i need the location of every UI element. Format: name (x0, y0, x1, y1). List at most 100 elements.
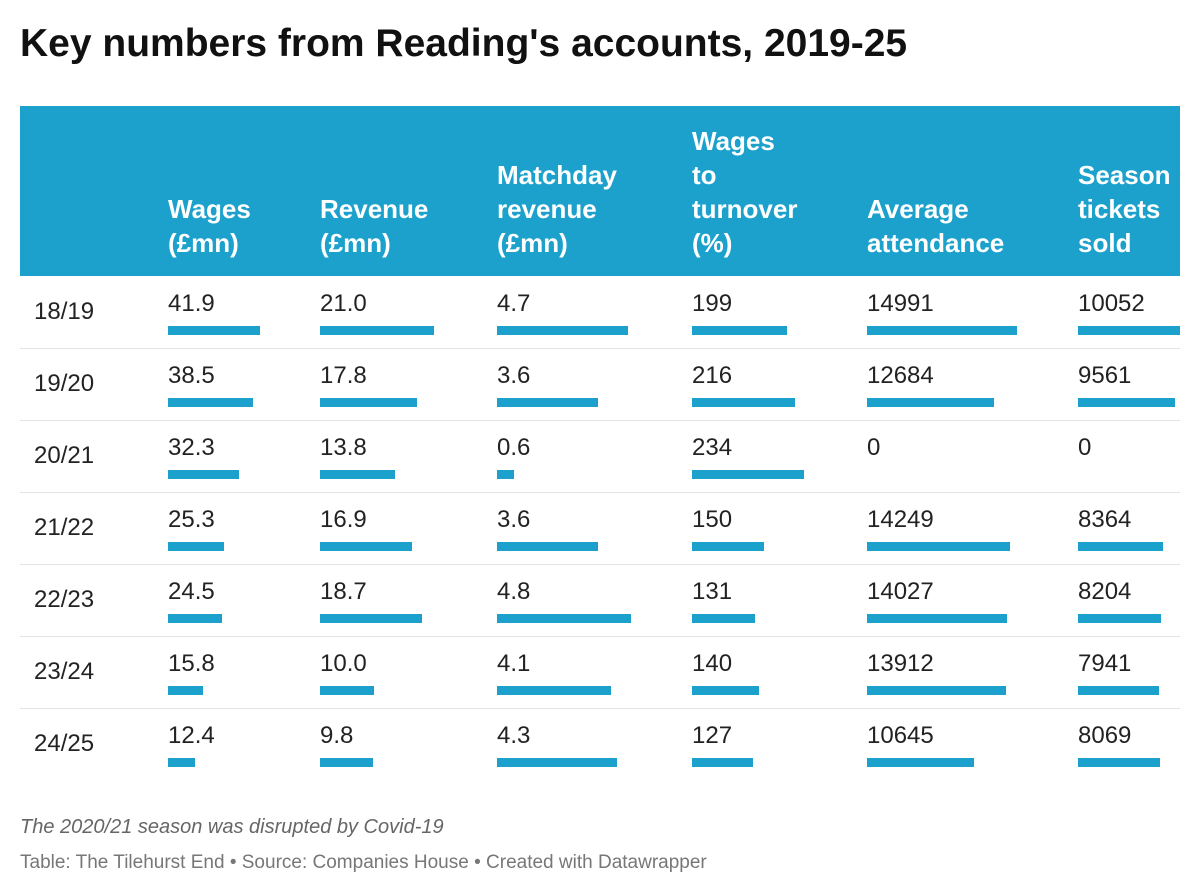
cell-value: 4.7 (497, 290, 531, 317)
cell-value: 127 (692, 722, 733, 749)
cell-value: 216 (692, 362, 733, 389)
cell-value: 3.6 (497, 362, 531, 389)
cell-value: 21.0 (320, 290, 367, 317)
value-bar (168, 758, 195, 767)
column-header-line: (£mn) (497, 228, 568, 258)
value-bar (497, 758, 617, 767)
value-bar (1078, 614, 1161, 623)
cell-value: 16.9 (320, 506, 367, 533)
value-bar (168, 326, 260, 335)
column-header-line: tickets (1078, 194, 1161, 224)
table-row: 24/25 12.4 9.8 4.3 127 10645 8069 (20, 708, 1180, 780)
value-bar (168, 614, 222, 623)
column-header-attendance: Average attendance (867, 192, 1004, 260)
value-bar (497, 686, 611, 695)
table-row: 21/22 25.3 16.9 3.6 150 14249 8364 (20, 492, 1180, 565)
column-header-line: Average (867, 194, 969, 224)
cell-value: 4.3 (497, 722, 531, 749)
cell-value: 17.8 (320, 362, 367, 389)
cell-value: 38.5 (168, 362, 215, 389)
value-bar (320, 686, 374, 695)
value-bar (320, 326, 434, 335)
value-bar (692, 758, 753, 767)
table-row: 20/21 32.3 13.8 0.6 234 0 0 (20, 420, 1180, 493)
cell-value: 150 (692, 506, 733, 533)
cell-value: 9561 (1078, 362, 1132, 389)
chart-title: Key numbers from Reading's accounts, 201… (20, 22, 908, 65)
season-label: 23/24 (34, 658, 95, 685)
data-table: Wages (£mn) Revenue (£mn) Matchday revenue (£m… (20, 106, 1180, 776)
value-bar (692, 542, 764, 551)
cell-value: 13.8 (320, 434, 367, 461)
season-label: 22/23 (34, 586, 95, 613)
cell-value: 0 (867, 434, 881, 461)
column-header-line: sold (1078, 228, 1132, 258)
cell-value: 4.8 (497, 578, 531, 605)
cell-value: 41.9 (168, 290, 215, 317)
column-header-line: Wages (168, 194, 251, 224)
value-bar (320, 614, 422, 623)
cell-value: 234 (692, 434, 733, 461)
table-row: 23/24 15.8 10.0 4.1 140 13912 7941 (20, 636, 1180, 709)
value-bar (168, 470, 239, 479)
value-bar (497, 326, 628, 335)
value-bar (497, 398, 598, 407)
cell-value: 199 (692, 290, 733, 317)
column-header-matchday: Matchday revenue (£mn) (497, 158, 617, 260)
column-header-revenue: Revenue (£mn) (320, 192, 428, 260)
value-bar (168, 542, 224, 551)
column-header-line: (%) (692, 228, 733, 258)
cell-value: 4.1 (497, 650, 531, 677)
value-bar (320, 542, 412, 551)
value-bar (692, 326, 787, 335)
column-header-line: revenue (497, 194, 597, 224)
value-bar (497, 470, 514, 479)
value-bar (1078, 758, 1160, 767)
value-bar (1078, 542, 1163, 551)
value-bar (168, 686, 203, 695)
cell-value: 7941 (1078, 650, 1132, 677)
value-bar (867, 614, 1007, 623)
table-row: 18/19 41.9 21.0 4.7 199 14991 10052 (20, 276, 1180, 349)
cell-value: 14249 (867, 506, 934, 533)
cell-value: 9.8 (320, 722, 354, 749)
cell-value: 12684 (867, 362, 934, 389)
column-header-w2t: Wages to turnover (%) (692, 124, 797, 260)
cell-value: 8204 (1078, 578, 1132, 605)
cell-value: 10.0 (320, 650, 367, 677)
column-header-line: (£mn) (168, 228, 239, 258)
value-bar (497, 614, 631, 623)
column-header-wages: Wages (£mn) (168, 192, 251, 260)
cell-value: 8069 (1078, 722, 1132, 749)
cell-value: 13912 (867, 650, 934, 677)
cell-value: 10052 (1078, 290, 1145, 317)
value-bar (320, 470, 395, 479)
cell-value: 18.7 (320, 578, 367, 605)
footnote: The 2020/21 season was disrupted by Covi… (20, 816, 444, 838)
value-bar (867, 326, 1017, 335)
value-bar (867, 398, 994, 407)
column-header-season_tickets: Season tickets sold (1078, 158, 1171, 260)
column-header-line: turnover (692, 194, 798, 224)
value-bar (692, 398, 795, 407)
column-header-line: (£mn) (320, 228, 391, 258)
season-label: 18/19 (34, 298, 95, 325)
value-bar (168, 398, 253, 407)
value-bar (867, 542, 1010, 551)
value-bar (867, 686, 1006, 695)
cell-value: 10645 (867, 722, 934, 749)
source-credit: Table: The Tilehurst End • Source: Compa… (20, 852, 707, 873)
column-header-line: Season (1078, 160, 1171, 190)
cell-value: 24.5 (168, 578, 215, 605)
cell-value: 0.6 (497, 434, 531, 461)
table-row: 19/20 38.5 17.8 3.6 216 12684 9561 (20, 348, 1180, 421)
value-bar (1078, 326, 1180, 335)
value-bar (320, 398, 417, 407)
cell-value: 131 (692, 578, 733, 605)
value-bar (692, 470, 804, 479)
cell-value: 12.4 (168, 722, 215, 749)
column-header-line: Matchday (497, 160, 617, 190)
column-header-line: Revenue (320, 194, 429, 224)
cell-value: 25.3 (168, 506, 215, 533)
value-bar (320, 758, 373, 767)
